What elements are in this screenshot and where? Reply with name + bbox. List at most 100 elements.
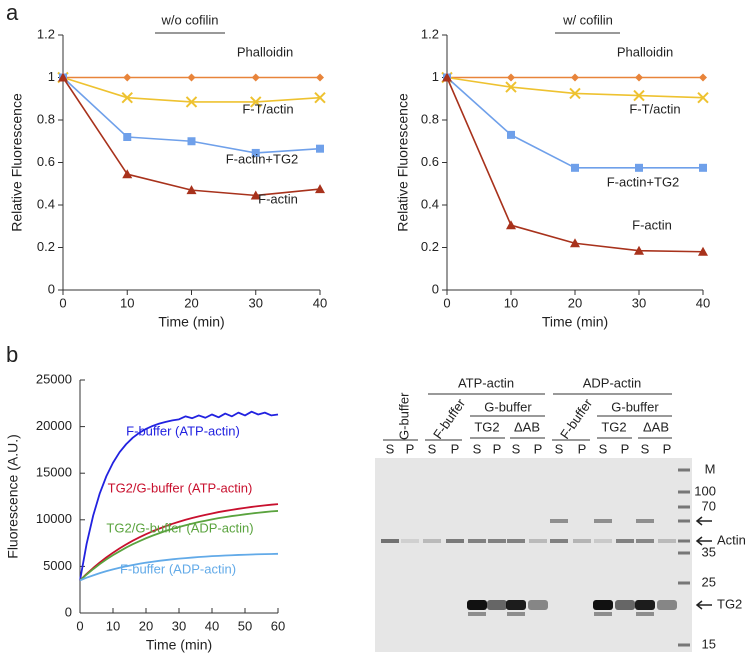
series-label: Phalloidin [237, 44, 293, 59]
x-tick-label: 10 [106, 618, 120, 633]
group-label: ATP-actin [458, 375, 514, 390]
gel-band [616, 539, 634, 543]
x-tick-label: 40 [205, 618, 219, 633]
series-label: F-actin+TG2 [607, 174, 680, 189]
data-point [316, 144, 324, 153]
y-tick-label: 10000 [36, 511, 72, 526]
chart-title: w/ cofilin [562, 12, 613, 27]
gel-band [678, 505, 690, 509]
lane-label: P [534, 441, 543, 456]
series-label: F-T/actin [242, 101, 293, 116]
data-point [123, 133, 132, 141]
gel-image [375, 458, 692, 652]
data-point [187, 137, 196, 146]
gel-band [636, 519, 654, 523]
data-point [569, 87, 581, 100]
lane-label: P [578, 441, 587, 456]
lane-label: P [493, 441, 502, 456]
subcondition-label: TG2 [474, 419, 499, 434]
data-point [699, 73, 707, 82]
y-tick-label: 0.4 [421, 196, 439, 211]
gel-band [678, 519, 690, 523]
gel-band [381, 539, 399, 543]
gel-band [678, 581, 690, 585]
x-tick-label: 50 [238, 618, 252, 633]
series-line [446, 76, 703, 169]
gel-band [636, 612, 654, 616]
condition-label: G-buffer [484, 399, 532, 414]
series-line [79, 552, 279, 582]
data-point [507, 130, 515, 139]
y-tick-label: 25000 [36, 371, 72, 386]
y-tick-label: 15000 [36, 465, 72, 480]
data-point [571, 73, 579, 82]
lane-label: S [428, 441, 437, 456]
gel-band [506, 600, 526, 610]
x-tick-label: 0 [443, 295, 450, 310]
x-tick-label: 30 [172, 618, 186, 633]
y-tick-label: 0.6 [421, 154, 439, 169]
x-tick-label: 40 [313, 295, 327, 310]
gel-band [594, 539, 612, 543]
marker-size: 70 [702, 498, 716, 513]
x-tick-label: 10 [120, 295, 134, 310]
condition-label: G-buffer [396, 392, 411, 440]
y-tick-label: 0.8 [421, 111, 439, 126]
gel-band [678, 490, 690, 494]
lane-label: S [641, 441, 650, 456]
lane-label: P [663, 441, 672, 456]
marker-size: 25 [702, 574, 716, 589]
data-point [316, 73, 324, 82]
y-tick-label: 0.2 [37, 239, 55, 254]
y-tick-label: 0.8 [37, 111, 55, 126]
lane-label: P [621, 441, 630, 456]
panel-label: b [6, 342, 18, 367]
gel-band [594, 519, 612, 523]
arrow [695, 536, 712, 546]
x-tick-label: 0 [59, 295, 66, 310]
panel-label: a [6, 0, 19, 25]
y-tick-label: 0.4 [37, 196, 55, 211]
data-point [187, 73, 196, 82]
x-axis-label: Time (min) [146, 637, 212, 653]
data-point [121, 91, 133, 104]
subcondition-label: ΔAB [514, 419, 540, 434]
condition-label: F-buffer [557, 395, 596, 441]
data-point [633, 89, 645, 102]
x-tick-label: 20 [139, 618, 153, 633]
series-label: F-actin+TG2 [226, 151, 299, 166]
y-tick-label: 0 [65, 604, 72, 619]
data-point [634, 245, 644, 255]
data-point [507, 73, 515, 82]
y-tick-label: 0.6 [37, 154, 55, 169]
gel-band [678, 643, 690, 647]
data-point [251, 148, 260, 157]
band-label: TG2 [717, 596, 742, 611]
x-tick-label: 30 [632, 295, 646, 310]
gel-band [529, 539, 547, 543]
y-axis-label: Relative Fluorescence [9, 93, 25, 232]
data-point [505, 81, 517, 93]
x-tick-label: 40 [696, 295, 710, 310]
gel-band [594, 612, 612, 616]
data-point [251, 73, 260, 82]
series-label: F-actin [258, 191, 298, 206]
condition-label: F-buffer [430, 395, 469, 441]
series-line [79, 410, 279, 581]
data-point [697, 91, 709, 104]
arrow [695, 600, 712, 610]
gel-band [468, 612, 486, 616]
data-point [315, 184, 325, 194]
data-point [570, 238, 580, 248]
gel-band [615, 600, 635, 610]
y-tick-label: 1 [48, 69, 55, 84]
series-label: TG2/G-buffer (ADP-actin) [106, 520, 253, 535]
x-tick-label: 30 [249, 295, 263, 310]
lane-label: S [599, 441, 608, 456]
y-tick-label: 1.2 [421, 26, 439, 41]
gel-band [446, 539, 464, 543]
lane-label: S [555, 441, 564, 456]
marker-title: M [705, 461, 716, 476]
gel-band [550, 539, 568, 543]
